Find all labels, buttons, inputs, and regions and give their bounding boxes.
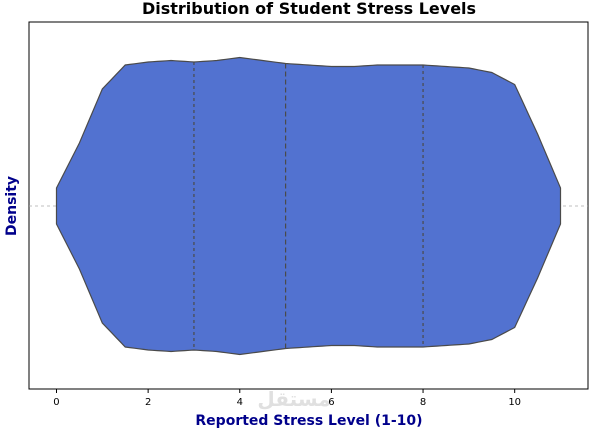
x-tick-label: 10: [508, 397, 521, 408]
plot-frame: [28, 21, 589, 390]
watermark: مستقل: [257, 387, 330, 411]
x-tick-label: 4: [237, 397, 243, 408]
x-tick-label: 0: [53, 397, 59, 408]
x-tick-label: 2: [145, 397, 151, 408]
x-tick-label: 8: [420, 397, 426, 408]
x-tick-label: 6: [328, 397, 334, 408]
y-axis-label: Density: [4, 176, 20, 236]
x-axis-label: Reported Stress Level (1-10): [195, 413, 422, 429]
chart-title: Distribution of Student Stress Levels: [142, 0, 476, 18]
violin-body: [55, 56, 562, 356]
